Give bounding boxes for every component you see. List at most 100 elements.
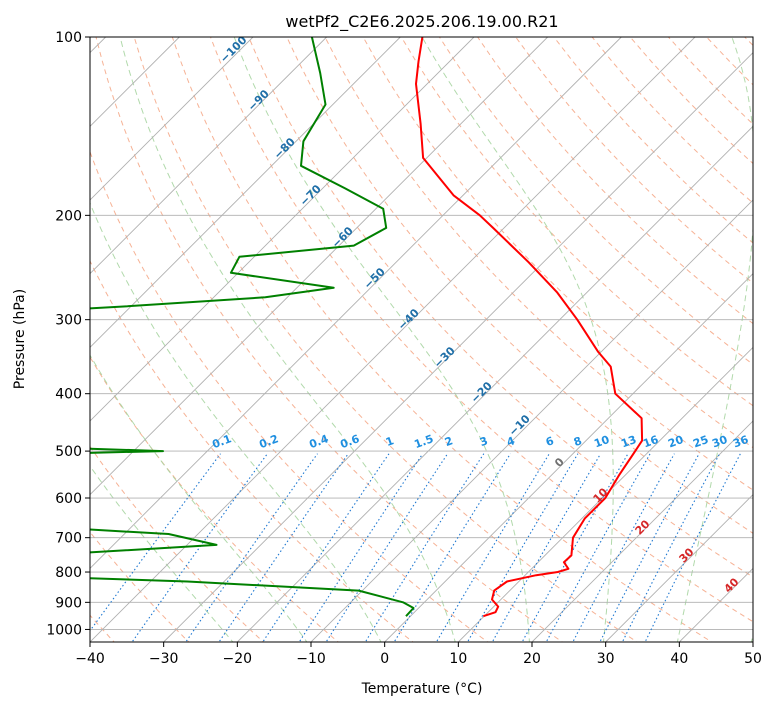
x-tick-label: −10 [296,651,326,667]
y-tick-label: 200 [55,208,82,224]
y-tick-label: 700 [55,531,82,547]
isotherm-line [458,346,753,642]
dry-adiabat-label: −30 [431,344,458,371]
x-tick-label: 40 [670,651,688,667]
y-tick-label: 900 [55,595,82,611]
mixing-ratio-line [572,453,675,642]
isotherm-line [384,273,753,642]
mixing-ratio-label: 10 [592,433,611,451]
mixing-ratio-label: 1.5 [412,432,435,451]
dry-adiabat-line [133,37,638,642]
isotherm-line [90,37,475,422]
mixing-ratio-line [262,453,390,642]
y-tick-label: 300 [55,313,82,329]
moist-adiabat-line [90,465,234,642]
dry-adiabat-line [90,445,265,642]
isotherm-line [90,37,548,496]
dry-adiabat-line [95,37,564,642]
dry-adiabat-line [438,37,753,366]
isotherm-line [752,641,753,642]
mixing-ratio-label: 0.1 [210,432,233,451]
y-tick-label: 800 [55,565,82,581]
mixing-ratio-line [545,453,651,642]
dry-adiabat-line [744,37,753,47]
isotherm-line [90,37,254,201]
profile-line-1 [415,37,644,618]
mixing-ratio-label: 25 [691,433,710,450]
y-tick-label: 100 [55,30,82,46]
dry-adiabat-label: 10 [591,485,611,505]
mixing-ratio-label: 0.6 [338,432,361,451]
mixing-ratio-label: 30 [710,433,729,451]
dry-adiabat-line [400,37,753,407]
mixing-ratio-line [364,453,485,642]
mixing-ratio-label: 36 [731,433,750,451]
isotherm-line [90,37,327,275]
mixing-ratio-label: 8 [572,434,584,449]
dry-adiabat-label: −50 [361,265,388,292]
mixing-ratio-line [435,453,550,642]
x-tick-label: 50 [744,651,762,667]
moist-adiabat-line [750,633,753,642]
dry-adiabat-label: 20 [633,517,653,537]
mixing-ratio-line [393,453,511,642]
mixing-ratio-line [218,453,349,642]
mixing-ratio-line [90,453,221,632]
dry-adiabat-line [171,37,713,642]
dry-adiabat-line [553,37,753,244]
dry-adiabat-label: −80 [271,135,298,162]
dry-adiabat-label: −100 [218,33,250,65]
isotherm-line [679,567,753,642]
x-tick-label: 0 [380,651,389,667]
x-tick-label: −40 [75,651,105,667]
mixing-ratio-label: 4 [505,434,517,449]
dry-adiabat-line [362,37,753,449]
dry-adiabat-label: 40 [722,575,742,595]
y-axis-label: Pressure (hPa) [12,289,28,389]
moist-adiabat-line [233,37,530,642]
dry-adiabat-line [477,37,753,325]
isotherm-line [531,420,753,642]
isotherm-line [163,52,753,642]
y-tick-label: 600 [55,491,82,507]
mixing-ratio-line [521,453,629,642]
plot-area [90,37,753,642]
moist-adiabat-line [421,37,614,642]
isotherm-line [237,125,753,642]
x-tick-label: 10 [449,651,467,667]
mixing-ratio-line [298,453,424,642]
isotherm-line [605,494,753,642]
plot-frame [89,36,754,643]
mixing-ratio-label: 1 [384,434,396,449]
x-tick-label: −20 [223,651,253,667]
dry-adiabat-line [90,150,489,642]
chart-title: wetPf2_C2E6.2025.206.19.00.R21 [285,12,558,32]
mixing-ratio-label: 20 [666,433,685,451]
dry-adiabat-line [324,37,753,491]
profile-line-2 [90,37,415,617]
isotherm-line [310,199,753,642]
isotherm-line [90,37,622,569]
isotherm-line [90,37,696,642]
mixing-ratio-line [644,453,741,642]
mixing-ratio-label: 2 [443,434,455,449]
dry-adiabat-line [286,37,753,534]
mixing-ratio-label: 6 [544,434,556,449]
mixing-ratio-label: 3 [478,434,490,449]
mixing-ratio-line [131,453,268,642]
dry-adiabat-line [515,37,753,284]
mixing-ratio-label: 13 [619,433,638,450]
moist-adiabat-line [90,201,382,642]
mixing-ratio-line [185,453,318,642]
dry-adiabat-line [210,37,753,623]
mixing-ratio-label: 0.4 [307,432,330,451]
x-tick-label: −30 [149,651,179,667]
mixing-ratio-label: 16 [641,433,660,451]
mixing-ratio-label: 0.2 [257,432,280,451]
dry-adiabat-label: −90 [245,87,272,114]
y-tick-label: 500 [55,444,82,460]
dry-adiabat-label: −20 [468,379,495,406]
axes: −100−90−80−70−60−50−40−30−20−10010203040… [46,30,762,667]
y-tick-label: 1000 [46,622,82,638]
